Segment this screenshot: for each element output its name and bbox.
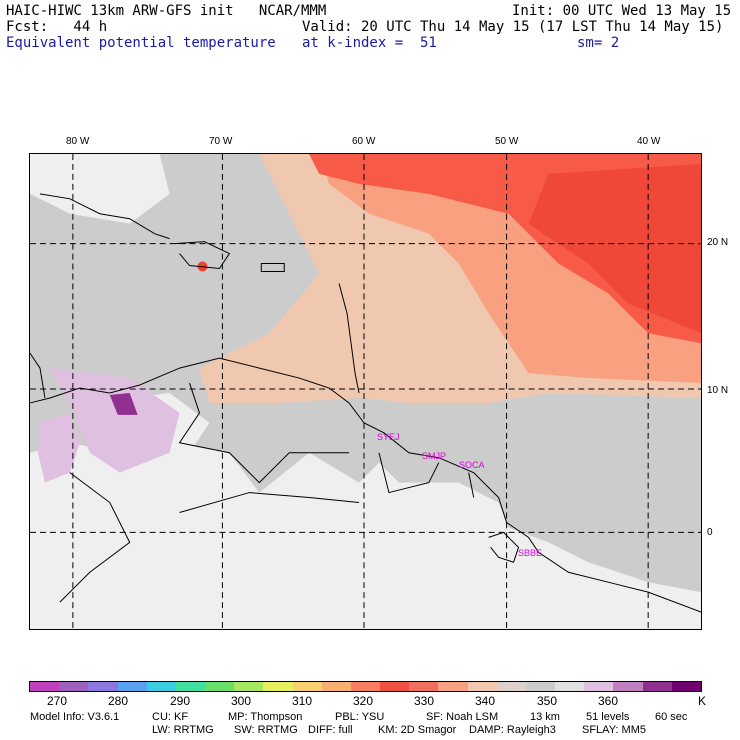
colorbar-label-330: 330 (414, 694, 435, 708)
colorbar (29, 681, 702, 692)
colorbar-label-310: 310 (292, 694, 313, 708)
colorbar-swatch (671, 682, 701, 691)
colorbar-swatch (467, 682, 497, 691)
north-america-light (30, 154, 170, 224)
purple-region-deep (109, 392, 138, 415)
colorbar-unit: K (698, 694, 707, 708)
colorbar-label-340: 340 (475, 694, 496, 708)
colorbar-swatch (205, 682, 235, 691)
cuba-coast (39, 193, 170, 240)
colorbar-swatch (496, 682, 526, 691)
lon-label-70w: 70 W (209, 136, 233, 147)
colorbar-label-270: 270 (47, 694, 68, 708)
brazil-border (179, 492, 360, 513)
colorbar-label-360: 360 (598, 694, 619, 708)
footer-damp: DAMP: Rayleigh3 (469, 724, 556, 736)
colorbar-swatch (292, 682, 322, 691)
valid-time: Valid: 20 UTC Thu 14 May 15 (17 LST Thu … (302, 19, 724, 35)
colorbar-swatch (438, 682, 468, 691)
graticule (30, 154, 701, 629)
footer-lw: LW: RRTMG (152, 724, 214, 736)
colorbar-swatch (321, 682, 351, 691)
footer-km: KM: 2D Smagor (378, 724, 457, 736)
footer-pbl: PBL: YSU (335, 711, 385, 723)
colorbar-label-280: 280 (108, 694, 129, 708)
south-america-north-coast (30, 357, 701, 613)
colorbar-swatch (555, 682, 585, 691)
colorbar-swatch (380, 682, 410, 691)
colorbar-label-350: 350 (537, 694, 558, 708)
colorbar-swatch (146, 682, 176, 691)
colorbar-swatch (263, 682, 293, 691)
colorbar-swatch (525, 682, 556, 691)
colorbar-swatch (350, 682, 381, 691)
guiana-borders (378, 452, 475, 498)
model-title: HAIC-HIWC 13km ARW-GFS init NCAR/MMM (6, 3, 327, 19)
station-syej: SYEJ (377, 432, 400, 442)
warm-high-core (528, 163, 701, 334)
amazon-mouth (488, 531, 520, 563)
footer-model-info: Model Info: V3.6.1 (30, 711, 120, 723)
central-america-coast (30, 352, 46, 399)
theta-e-map (29, 153, 702, 630)
colorbar-swatch (88, 682, 118, 691)
footer-mp: MP: Thompson (228, 711, 303, 723)
footer-resolution: 13 km (530, 711, 560, 723)
footer-sw: SW: RRTMG (234, 724, 298, 736)
puerto-rico-coast (260, 263, 285, 273)
footer-cu: CU: KF (152, 711, 189, 723)
lesser-antilles (338, 283, 360, 394)
field-name: Equivalent potential temperature (6, 35, 276, 51)
venezuela-border (178, 382, 350, 484)
colorbar-label-300: 300 (231, 694, 252, 708)
colorbar-swatch (175, 682, 206, 691)
colombia-border (59, 472, 131, 603)
colorbar-swatch (409, 682, 439, 691)
footer-timestep: 60 sec (655, 711, 688, 723)
footer-sflay: SFLAY: MM5 (582, 724, 646, 736)
smoothing: sm= 2 (577, 35, 620, 51)
hispaniola-coast (174, 241, 231, 270)
colorbar-swatch (117, 682, 147, 691)
colorbar-swatch (234, 682, 264, 691)
colorbar-swatch (642, 682, 672, 691)
colorbar-label-320: 320 (353, 694, 374, 708)
k-index-level: at k-index = 51 (302, 35, 437, 51)
footer-diff: DIFF: full (308, 724, 353, 736)
land-south-america-light (30, 442, 701, 629)
purple-region-west (37, 412, 80, 483)
lon-label-40w: 40 W (637, 136, 661, 147)
station-soca: SOCA (459, 460, 485, 470)
purple-region-central (49, 368, 180, 473)
footer-sf: SF: Noah LSM (426, 711, 499, 723)
lon-label-80w: 80 W (66, 136, 90, 147)
init-time: Init: 00 UTC Wed 13 May 15 (512, 3, 732, 19)
lat-label-20n: 20 N (707, 237, 729, 248)
colorbar-swatch (584, 682, 614, 691)
colorbar-swatch (30, 682, 60, 691)
coastlines (30, 193, 701, 613)
colorbar-label-290: 290 (170, 694, 191, 708)
footer-levels: 51 levels (586, 711, 630, 723)
lat-label-0: 0 (707, 527, 713, 538)
lon-label-50w: 50 W (495, 136, 519, 147)
station-sbbe: SBBE (518, 548, 543, 558)
colorbar-swatch (613, 682, 643, 691)
colorbar-swatch (59, 682, 89, 691)
lon-label-60w: 60 W (352, 136, 376, 147)
forecast-hour: Fcst: 44 h (6, 19, 108, 35)
station-smjp: SMJP (422, 451, 447, 461)
lat-label-10n: 10 N (707, 385, 729, 396)
